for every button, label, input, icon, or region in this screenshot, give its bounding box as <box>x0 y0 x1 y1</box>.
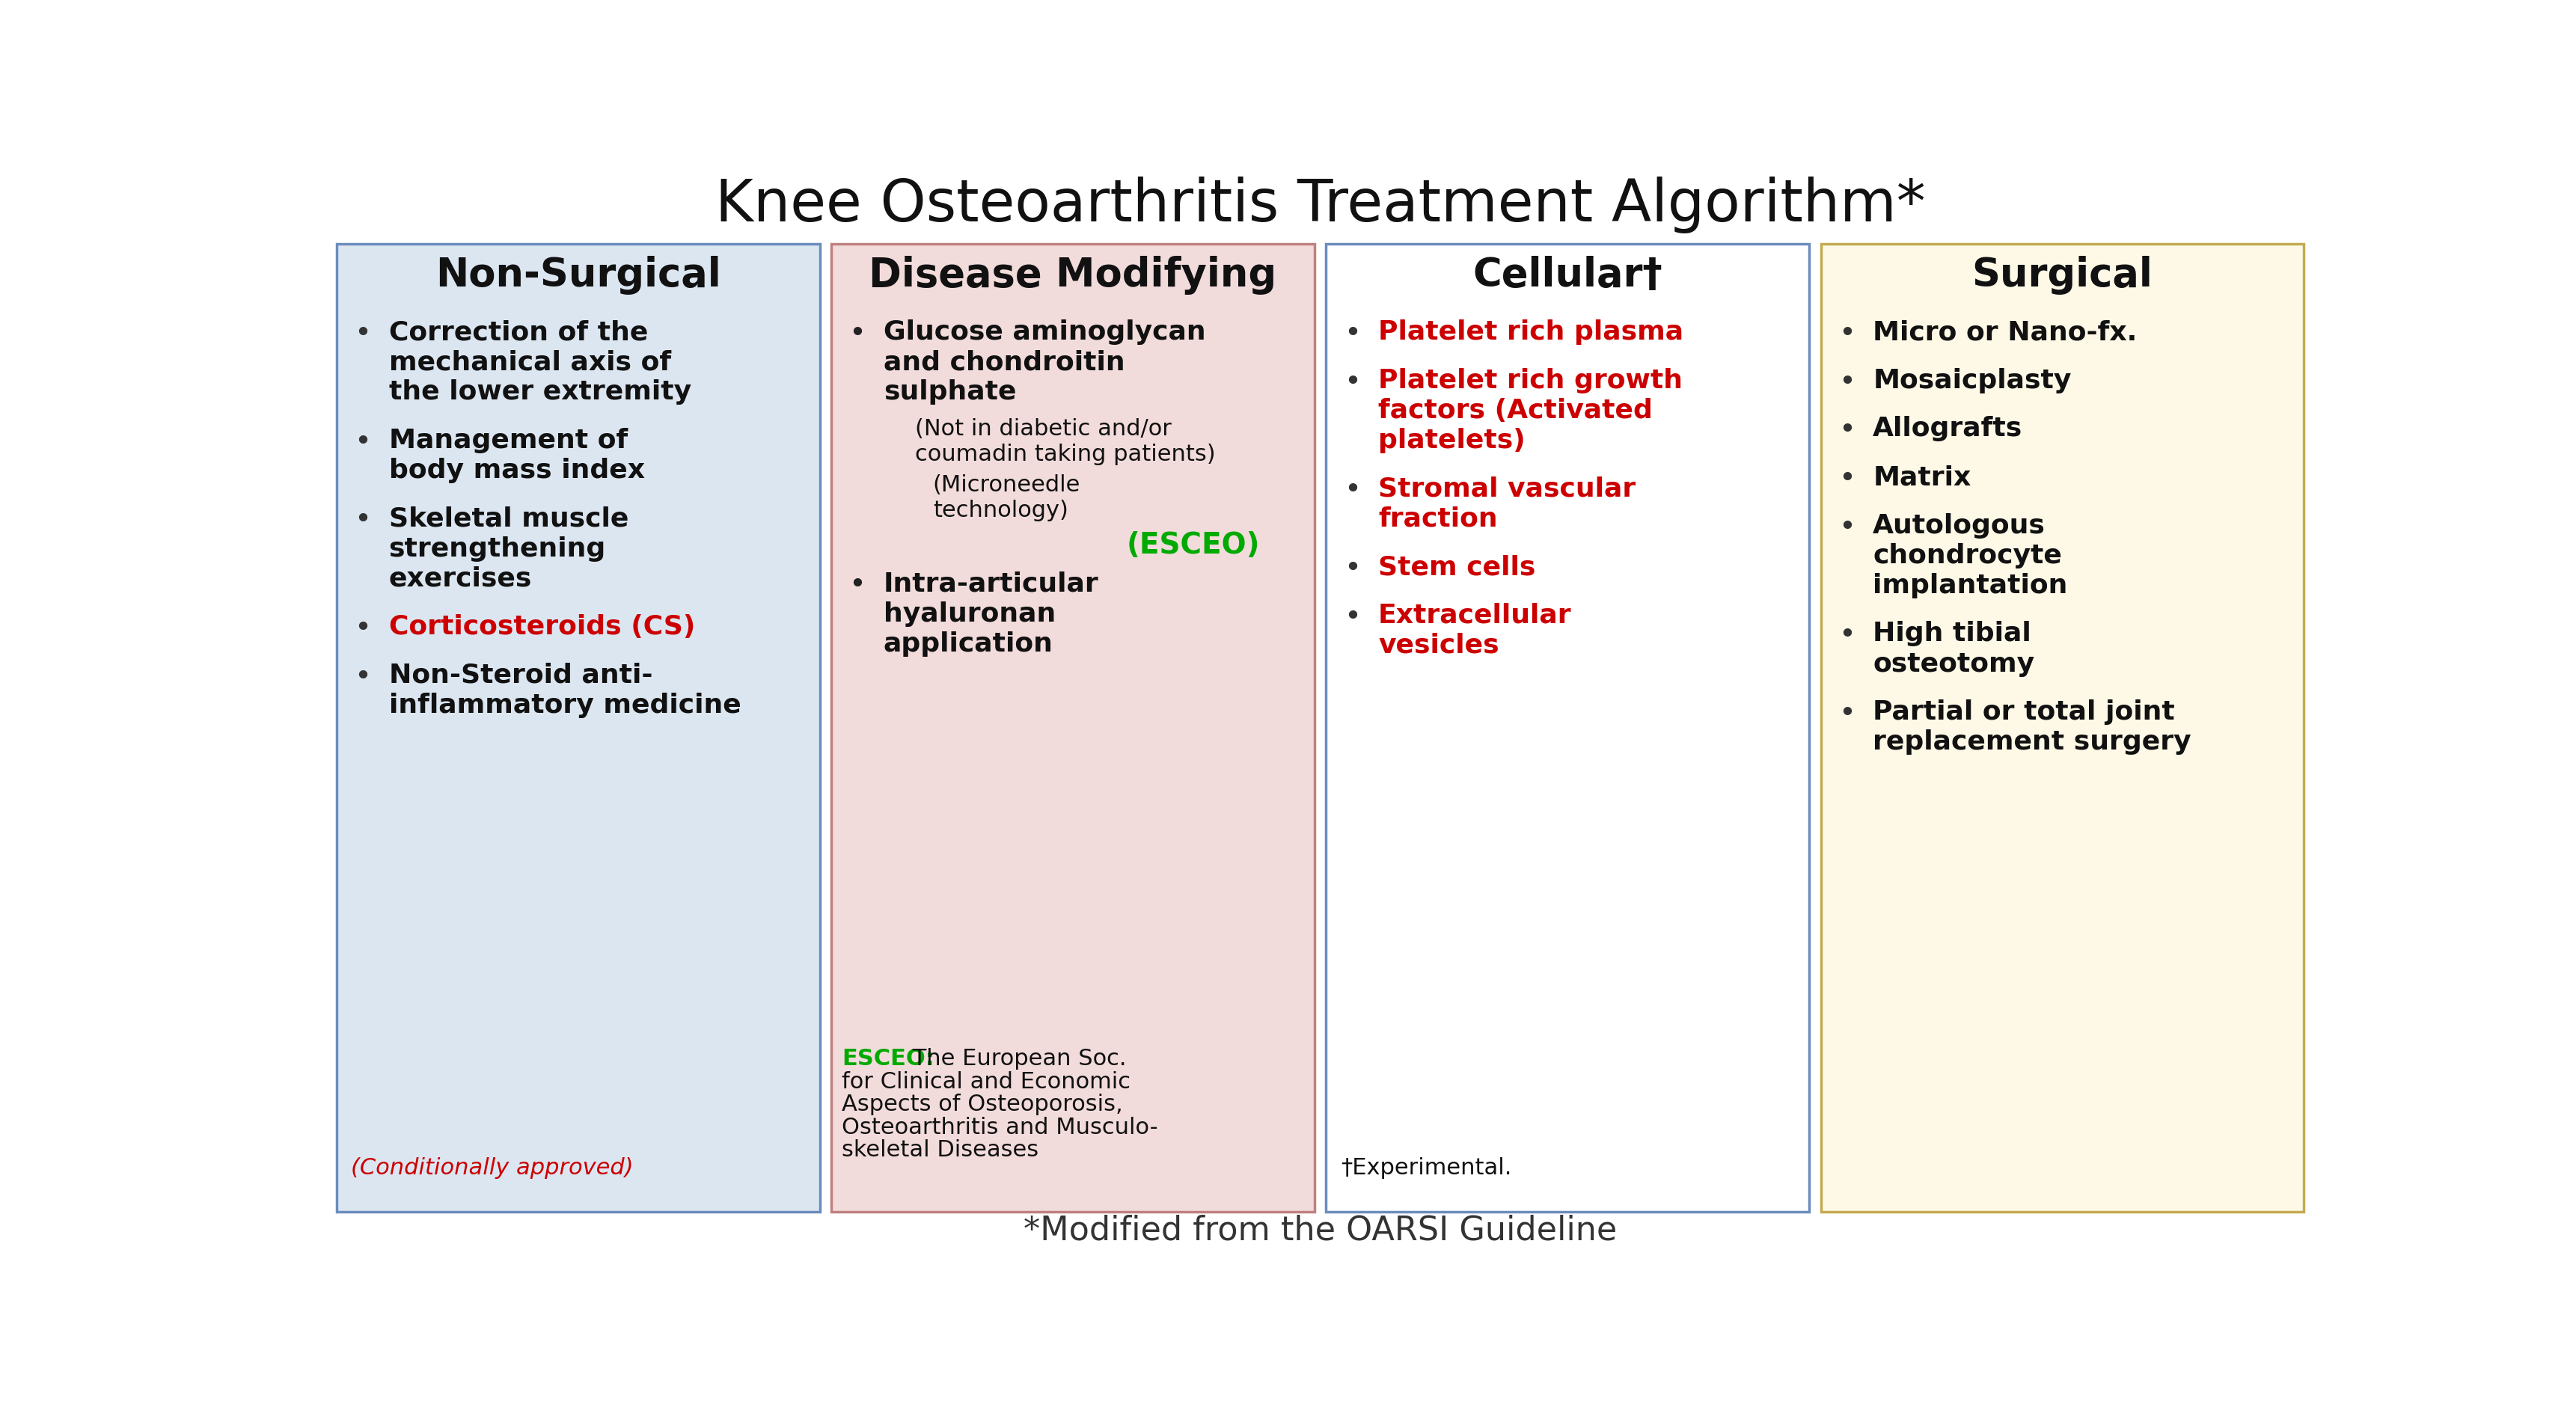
Text: •: • <box>353 615 371 643</box>
Text: Partial or total joint: Partial or total joint <box>1873 699 2174 725</box>
Text: •: • <box>1839 620 1855 650</box>
Text: •: • <box>1839 699 1855 728</box>
Text: Platelet rich plasma: Platelet rich plasma <box>1378 319 1685 345</box>
Text: implantation: implantation <box>1873 572 2069 598</box>
Text: technology): technology) <box>933 499 1069 521</box>
Text: •: • <box>353 506 371 534</box>
Text: (Microneedle: (Microneedle <box>933 475 1079 496</box>
Text: *Modified from the OARSI Guideline: *Modified from the OARSI Guideline <box>1023 1214 1618 1246</box>
Text: Stem cells: Stem cells <box>1378 554 1535 579</box>
Text: Platelet rich growth: Platelet rich growth <box>1378 367 1682 393</box>
Text: Skeletal muscle: Skeletal muscle <box>389 506 629 531</box>
Text: (Not in diabetic and/or: (Not in diabetic and/or <box>914 418 1172 439</box>
Text: Mosaicplasty: Mosaicplasty <box>1873 367 2071 393</box>
Text: Aspects of Osteoporosis,: Aspects of Osteoporosis, <box>842 1094 1123 1115</box>
Text: Matrix: Matrix <box>1873 465 1971 490</box>
Text: Corticosteroids (CS): Corticosteroids (CS) <box>389 615 696 640</box>
Text: mechanical axis of: mechanical axis of <box>389 349 670 374</box>
Text: body mass index: body mass index <box>389 458 644 483</box>
Text: •: • <box>1839 415 1855 444</box>
Text: Stromal vascular: Stromal vascular <box>1378 476 1636 502</box>
Text: osteotomy: osteotomy <box>1873 651 2035 677</box>
Text: exercises: exercises <box>389 565 531 591</box>
Text: sulphate: sulphate <box>884 379 1018 404</box>
Text: •: • <box>1345 319 1360 348</box>
Text: Knee Osteoarthritis Treatment Algorithm*: Knee Osteoarthritis Treatment Algorithm* <box>716 177 1924 233</box>
Text: (ESCEO): (ESCEO) <box>1126 530 1260 560</box>
Text: •: • <box>353 428 371 456</box>
Text: •: • <box>1345 554 1360 582</box>
Text: skeletal Diseases: skeletal Diseases <box>842 1139 1038 1160</box>
Text: •: • <box>1345 602 1360 630</box>
Text: •: • <box>1345 476 1360 504</box>
Text: •: • <box>848 571 866 599</box>
Text: The European Soc.: The European Soc. <box>907 1047 1126 1070</box>
Text: †Experimental.: †Experimental. <box>1340 1156 1512 1178</box>
Text: and chondroitin: and chondroitin <box>884 349 1126 374</box>
Text: for Clinical and Economic: for Clinical and Economic <box>842 1070 1131 1092</box>
Text: Autologous: Autologous <box>1873 513 2045 538</box>
Text: Non-Steroid anti-: Non-Steroid anti- <box>389 663 652 688</box>
Text: application: application <box>884 630 1054 656</box>
Text: Surgical: Surgical <box>1971 256 2154 295</box>
Text: inflammatory medicine: inflammatory medicine <box>389 692 742 718</box>
FancyBboxPatch shape <box>832 244 1314 1211</box>
Text: chondrocyte: chondrocyte <box>1873 543 2063 568</box>
Text: vesicles: vesicles <box>1378 633 1499 658</box>
Text: Disease Modifying: Disease Modifying <box>868 256 1278 295</box>
Text: the lower extremity: the lower extremity <box>389 379 690 404</box>
Text: replacement surgery: replacement surgery <box>1873 729 2192 755</box>
Text: Extracellular: Extracellular <box>1378 602 1571 627</box>
Text: Micro or Nano-fx.: Micro or Nano-fx. <box>1873 319 2138 345</box>
Text: •: • <box>1345 367 1360 396</box>
Text: Glucose aminoglycan: Glucose aminoglycan <box>884 319 1206 345</box>
Text: Cellular†: Cellular† <box>1473 256 1662 295</box>
Text: •: • <box>353 319 371 348</box>
Text: Allografts: Allografts <box>1873 415 2022 441</box>
Text: •: • <box>1839 319 1855 348</box>
Text: platelets): platelets) <box>1378 428 1525 454</box>
Text: •: • <box>1839 513 1855 541</box>
Text: strengthening: strengthening <box>389 536 605 561</box>
Text: ESCEO:: ESCEO: <box>842 1047 935 1070</box>
Text: factors (Activated: factors (Activated <box>1378 397 1654 422</box>
Text: High tibial: High tibial <box>1873 620 2032 646</box>
Text: (Conditionally approved): (Conditionally approved) <box>350 1156 634 1178</box>
FancyBboxPatch shape <box>337 244 819 1211</box>
Text: fraction: fraction <box>1378 506 1497 531</box>
Text: •: • <box>353 663 371 691</box>
FancyBboxPatch shape <box>1821 244 2303 1211</box>
Text: •: • <box>1839 465 1855 493</box>
Text: Management of: Management of <box>389 428 629 454</box>
Text: coumadin taking patients): coumadin taking patients) <box>914 444 1216 465</box>
Text: Non-Surgical: Non-Surgical <box>435 256 721 295</box>
Text: Correction of the: Correction of the <box>389 319 647 345</box>
Text: •: • <box>848 319 866 348</box>
Text: •: • <box>1839 367 1855 396</box>
Text: Osteoarthritis and Musculo-: Osteoarthritis and Musculo- <box>842 1116 1157 1137</box>
FancyBboxPatch shape <box>1327 244 1808 1211</box>
Text: Intra-articular: Intra-articular <box>884 571 1100 596</box>
Text: hyaluronan: hyaluronan <box>884 601 1056 626</box>
